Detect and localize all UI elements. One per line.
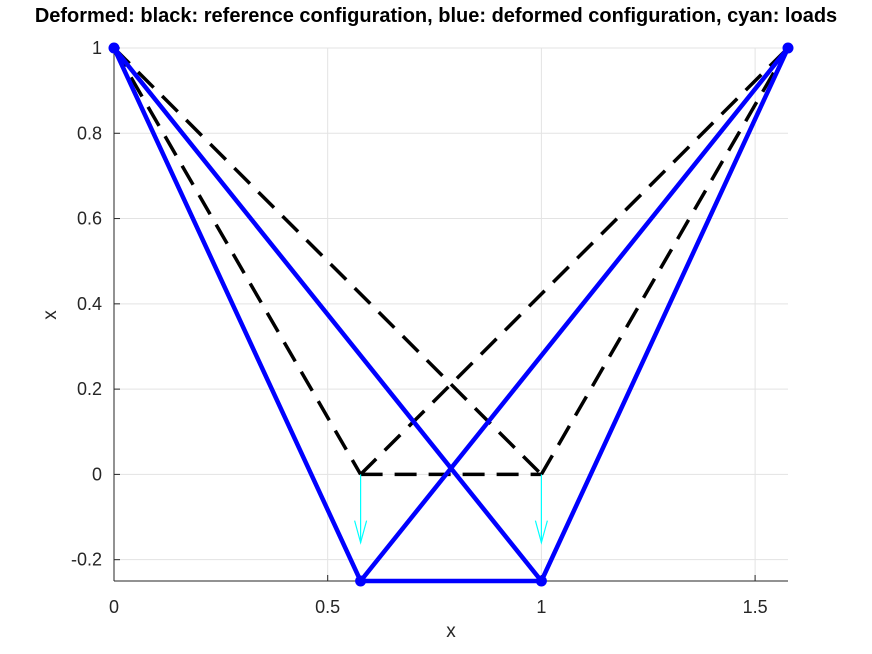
deformed-node-1 bbox=[782, 42, 794, 54]
deformed-member-0 bbox=[111, 47, 363, 582]
x-tick-label-0: 0 bbox=[109, 597, 119, 617]
series-layer bbox=[108, 42, 794, 587]
reference-member-0 bbox=[112, 47, 363, 476]
deformed-node-3 bbox=[535, 575, 547, 587]
y-tick-label-1: 0.8 bbox=[77, 123, 102, 143]
chart-title: Deformed: black: reference configuration… bbox=[35, 5, 837, 27]
deformed-node-0 bbox=[108, 42, 120, 54]
x-tick-label-3: 1.5 bbox=[743, 597, 768, 617]
grid-lines bbox=[113, 47, 788, 581]
load-arrow-head-1 bbox=[534, 520, 548, 545]
y-tick-label-5: 0 bbox=[92, 464, 102, 484]
y-tick-label-4: 0.2 bbox=[77, 379, 102, 399]
deformed-member-4 bbox=[539, 47, 791, 582]
reference-member-4 bbox=[539, 47, 790, 476]
y-tick-label-2: 0.6 bbox=[77, 209, 102, 229]
y-tick-label-6: -0.2 bbox=[71, 550, 102, 570]
y-tick-label-3: 0.4 bbox=[77, 294, 102, 314]
deformed-member-1 bbox=[112, 46, 544, 583]
deformed-node-2 bbox=[355, 575, 367, 587]
deformed-member-3 bbox=[358, 46, 790, 583]
x-tick-label-1: 0.5 bbox=[315, 597, 340, 617]
y-axis-label: x bbox=[40, 310, 61, 320]
x-axis-label: x bbox=[446, 621, 456, 642]
tick-labels: 0 0.5 1 1.5 1 0.8 0.6 0.4 0.2 0 -0.2 bbox=[71, 38, 768, 617]
x-tick-label-2: 1 bbox=[536, 597, 546, 617]
load-arrow-head-0 bbox=[354, 520, 368, 545]
y-tick-label-0: 1 bbox=[92, 38, 102, 58]
